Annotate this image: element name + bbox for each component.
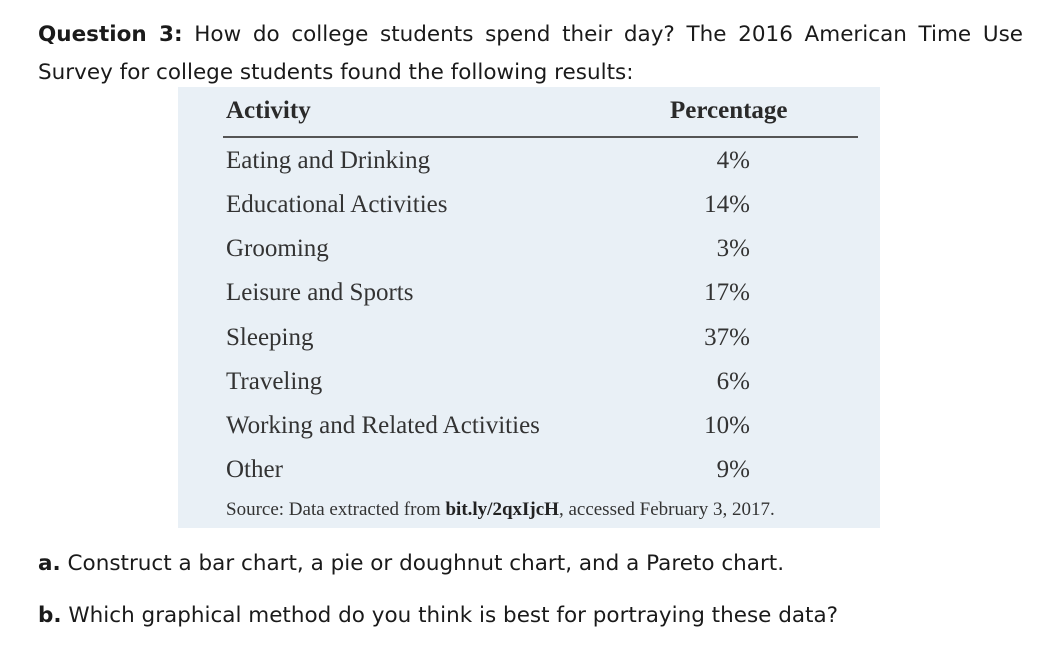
table-row: Grooming 3% <box>178 235 880 275</box>
part-b: b. Which graphical method do you think i… <box>38 603 838 628</box>
source-prefix: Source: Data extracted from <box>226 499 441 520</box>
row-activity: Educational Activities <box>226 191 448 218</box>
part-a-label: a. <box>38 551 61 576</box>
table-source: Source: Data extracted from bit.ly/2qxIj… <box>226 499 775 521</box>
row-percentage: 37% <box>704 324 750 351</box>
source-suffix: , accessed February 3, 2017. <box>558 499 775 520</box>
table-row: Eating and Drinking 4% <box>178 147 880 187</box>
header-activity: Activity <box>226 97 311 124</box>
row-activity: Other <box>226 456 283 483</box>
table-row: Traveling 6% <box>178 368 880 408</box>
row-percentage: 14% <box>704 191 750 218</box>
row-percentage: 10% <box>704 412 750 439</box>
question-body: How do college students spend their day?… <box>38 22 1023 85</box>
row-activity: Traveling <box>226 368 323 395</box>
data-table: Activity Percentage Eating and Drinking … <box>178 87 880 528</box>
row-percentage: 17% <box>704 279 750 306</box>
table-row: Educational Activities 14% <box>178 191 880 231</box>
table-row: Other 9% <box>178 456 880 496</box>
question-text: Question 3: How do college students spen… <box>38 16 1023 92</box>
row-activity: Leisure and Sports <box>226 279 414 306</box>
row-percentage: 3% <box>716 235 750 262</box>
part-a-text: Construct a bar chart, a pie or doughnut… <box>67 551 785 576</box>
table-row: Leisure and Sports 17% <box>178 279 880 319</box>
part-b-text: Which graphical method do you think is b… <box>68 603 839 628</box>
question-label: Question 3: <box>38 22 183 47</box>
part-a: a. Construct a bar chart, a pie or dough… <box>38 551 784 576</box>
header-percentage: Percentage <box>670 97 788 124</box>
header-rule <box>223 136 858 138</box>
row-activity: Eating and Drinking <box>226 147 431 174</box>
table-row: Sleeping 37% <box>178 324 880 364</box>
row-percentage: 4% <box>716 147 750 174</box>
row-activity: Grooming <box>226 235 329 262</box>
part-b-label: b. <box>38 603 62 628</box>
row-percentage: 6% <box>716 368 750 395</box>
row-activity: Sleeping <box>226 324 314 351</box>
row-percentage: 9% <box>716 456 750 483</box>
source-link: bit.ly/2qxIjcH <box>445 499 559 520</box>
row-activity: Working and Related Activities <box>226 412 540 439</box>
table-row: Working and Related Activities 10% <box>178 412 880 452</box>
